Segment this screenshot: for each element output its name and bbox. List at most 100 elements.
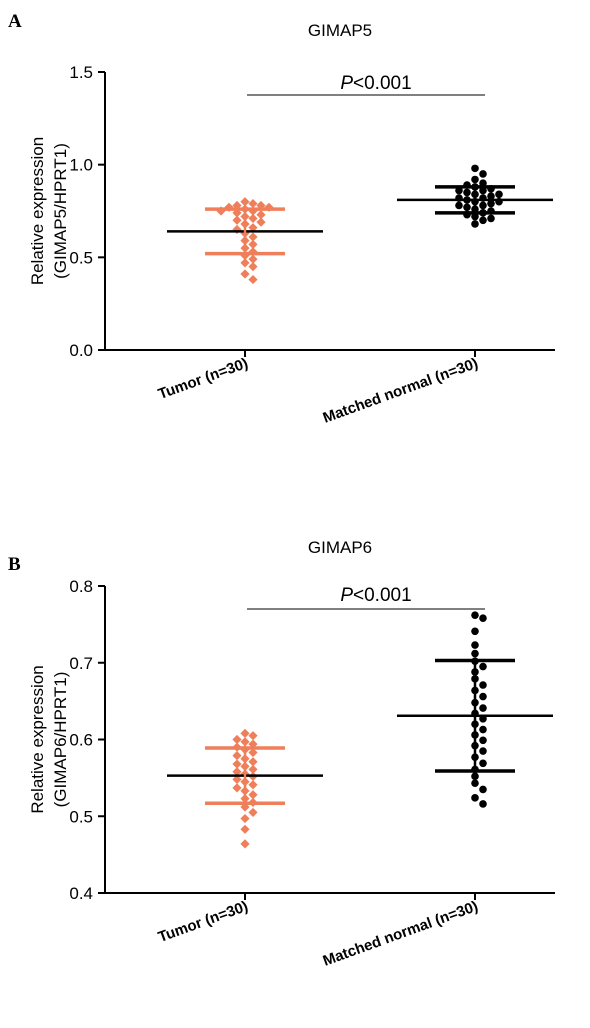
data-point bbox=[479, 704, 487, 712]
data-point bbox=[479, 747, 487, 755]
y-tick-label: 0.6 bbox=[69, 731, 93, 750]
series-matched-normal bbox=[397, 164, 553, 228]
data-point bbox=[479, 201, 487, 210]
data-point bbox=[248, 223, 258, 233]
data-point bbox=[471, 212, 479, 221]
data-point bbox=[479, 216, 487, 225]
data-point bbox=[471, 649, 479, 658]
data-point bbox=[471, 175, 479, 184]
data-point bbox=[479, 800, 487, 808]
y-axis-label: (GIMAP6/HPRT1) bbox=[51, 672, 70, 808]
y-tick-label: 0.5 bbox=[69, 248, 93, 267]
data-point bbox=[248, 764, 258, 775]
y-tick-label: 1.5 bbox=[69, 63, 93, 82]
y-axis-label: Relative expression bbox=[28, 665, 47, 813]
data-point bbox=[455, 201, 463, 210]
data-point bbox=[479, 170, 487, 178]
data-point bbox=[232, 751, 242, 761]
data-point bbox=[479, 736, 487, 745]
chart-panel-a: A GIMAP5 0.0 0.5 1.0 1.5 Relative expression (G… bbox=[8, 11, 555, 427]
data-point bbox=[240, 269, 250, 279]
data-point bbox=[471, 794, 479, 802]
y-tick-label: 0.4 bbox=[69, 884, 93, 903]
data-point bbox=[248, 198, 258, 209]
data-point bbox=[240, 250, 250, 261]
data-point bbox=[256, 217, 266, 227]
chart-title: GIMAP5 bbox=[308, 21, 372, 40]
data-point bbox=[240, 197, 250, 207]
data-point bbox=[240, 728, 250, 738]
data-point bbox=[232, 783, 242, 793]
data-point bbox=[248, 731, 258, 741]
data-point bbox=[463, 188, 471, 197]
data-point bbox=[479, 725, 487, 734]
chart-title: GIMAP6 bbox=[308, 538, 372, 557]
data-point bbox=[240, 737, 250, 747]
significance-label: P<0.001 bbox=[340, 73, 411, 94]
panel-letter: B bbox=[8, 554, 21, 575]
data-point bbox=[240, 839, 250, 849]
series-tumor bbox=[167, 728, 323, 849]
data-point bbox=[479, 785, 487, 794]
data-point bbox=[479, 692, 487, 701]
data-point bbox=[248, 262, 258, 272]
data-point bbox=[455, 186, 463, 195]
data-point bbox=[248, 739, 258, 749]
data-point bbox=[471, 772, 479, 781]
data-point bbox=[232, 215, 242, 225]
data-point bbox=[240, 824, 250, 834]
data-point bbox=[479, 681, 487, 689]
data-point bbox=[248, 254, 258, 264]
data-point bbox=[479, 614, 487, 623]
y-tick-label: 1.0 bbox=[69, 156, 93, 175]
chart-panel-b: B GIMAP6 0.4 0.5 0.6 0.7 0.8 Relative expressio… bbox=[8, 538, 555, 970]
data-point bbox=[487, 199, 495, 208]
y-tick-label: 0.8 bbox=[69, 577, 93, 596]
y-axis-label: (GIMAP5/HPRT1) bbox=[51, 143, 70, 279]
data-point bbox=[248, 790, 258, 800]
panel-letter: A bbox=[8, 11, 22, 32]
data-point bbox=[479, 759, 487, 768]
data-point bbox=[248, 247, 258, 257]
data-point bbox=[240, 258, 250, 268]
data-point bbox=[248, 757, 258, 767]
category-label: Tumor (n=30) bbox=[156, 898, 250, 946]
data-point bbox=[248, 213, 258, 224]
data-point bbox=[248, 780, 258, 790]
data-point bbox=[471, 641, 479, 649]
data-point bbox=[471, 627, 479, 636]
data-point bbox=[248, 239, 258, 249]
data-point bbox=[248, 807, 258, 818]
data-point bbox=[232, 759, 242, 769]
data-point bbox=[487, 192, 495, 200]
data-point bbox=[248, 274, 258, 285]
data-point bbox=[479, 662, 487, 671]
category-label: Matched normal (n=30) bbox=[321, 355, 481, 427]
data-point bbox=[232, 774, 242, 785]
data-point bbox=[232, 224, 242, 235]
data-point bbox=[495, 190, 503, 199]
data-point bbox=[471, 611, 479, 619]
y-tick-label: 0.0 bbox=[69, 341, 93, 360]
category-label: Tumor (n=30) bbox=[156, 355, 250, 403]
series-tumor bbox=[167, 197, 323, 285]
data-point bbox=[240, 813, 250, 824]
y-axis-label: Relative expression bbox=[28, 137, 47, 285]
data-point bbox=[256, 210, 266, 220]
y-tick-label: 0.7 bbox=[69, 654, 93, 673]
data-point bbox=[471, 164, 479, 173]
data-point bbox=[248, 747, 258, 758]
y-tick-label: 0.5 bbox=[69, 807, 93, 826]
data-point bbox=[463, 203, 471, 212]
data-point bbox=[248, 232, 258, 242]
series-matched-normal bbox=[397, 611, 553, 808]
data-point bbox=[479, 186, 487, 195]
data-point bbox=[479, 179, 487, 187]
data-point bbox=[232, 767, 242, 777]
data-point bbox=[232, 734, 242, 745]
category-label: Matched normal (n=30) bbox=[321, 898, 481, 970]
significance-label: P<0.001 bbox=[340, 585, 411, 606]
data-point bbox=[471, 220, 479, 228]
data-point bbox=[471, 779, 479, 788]
